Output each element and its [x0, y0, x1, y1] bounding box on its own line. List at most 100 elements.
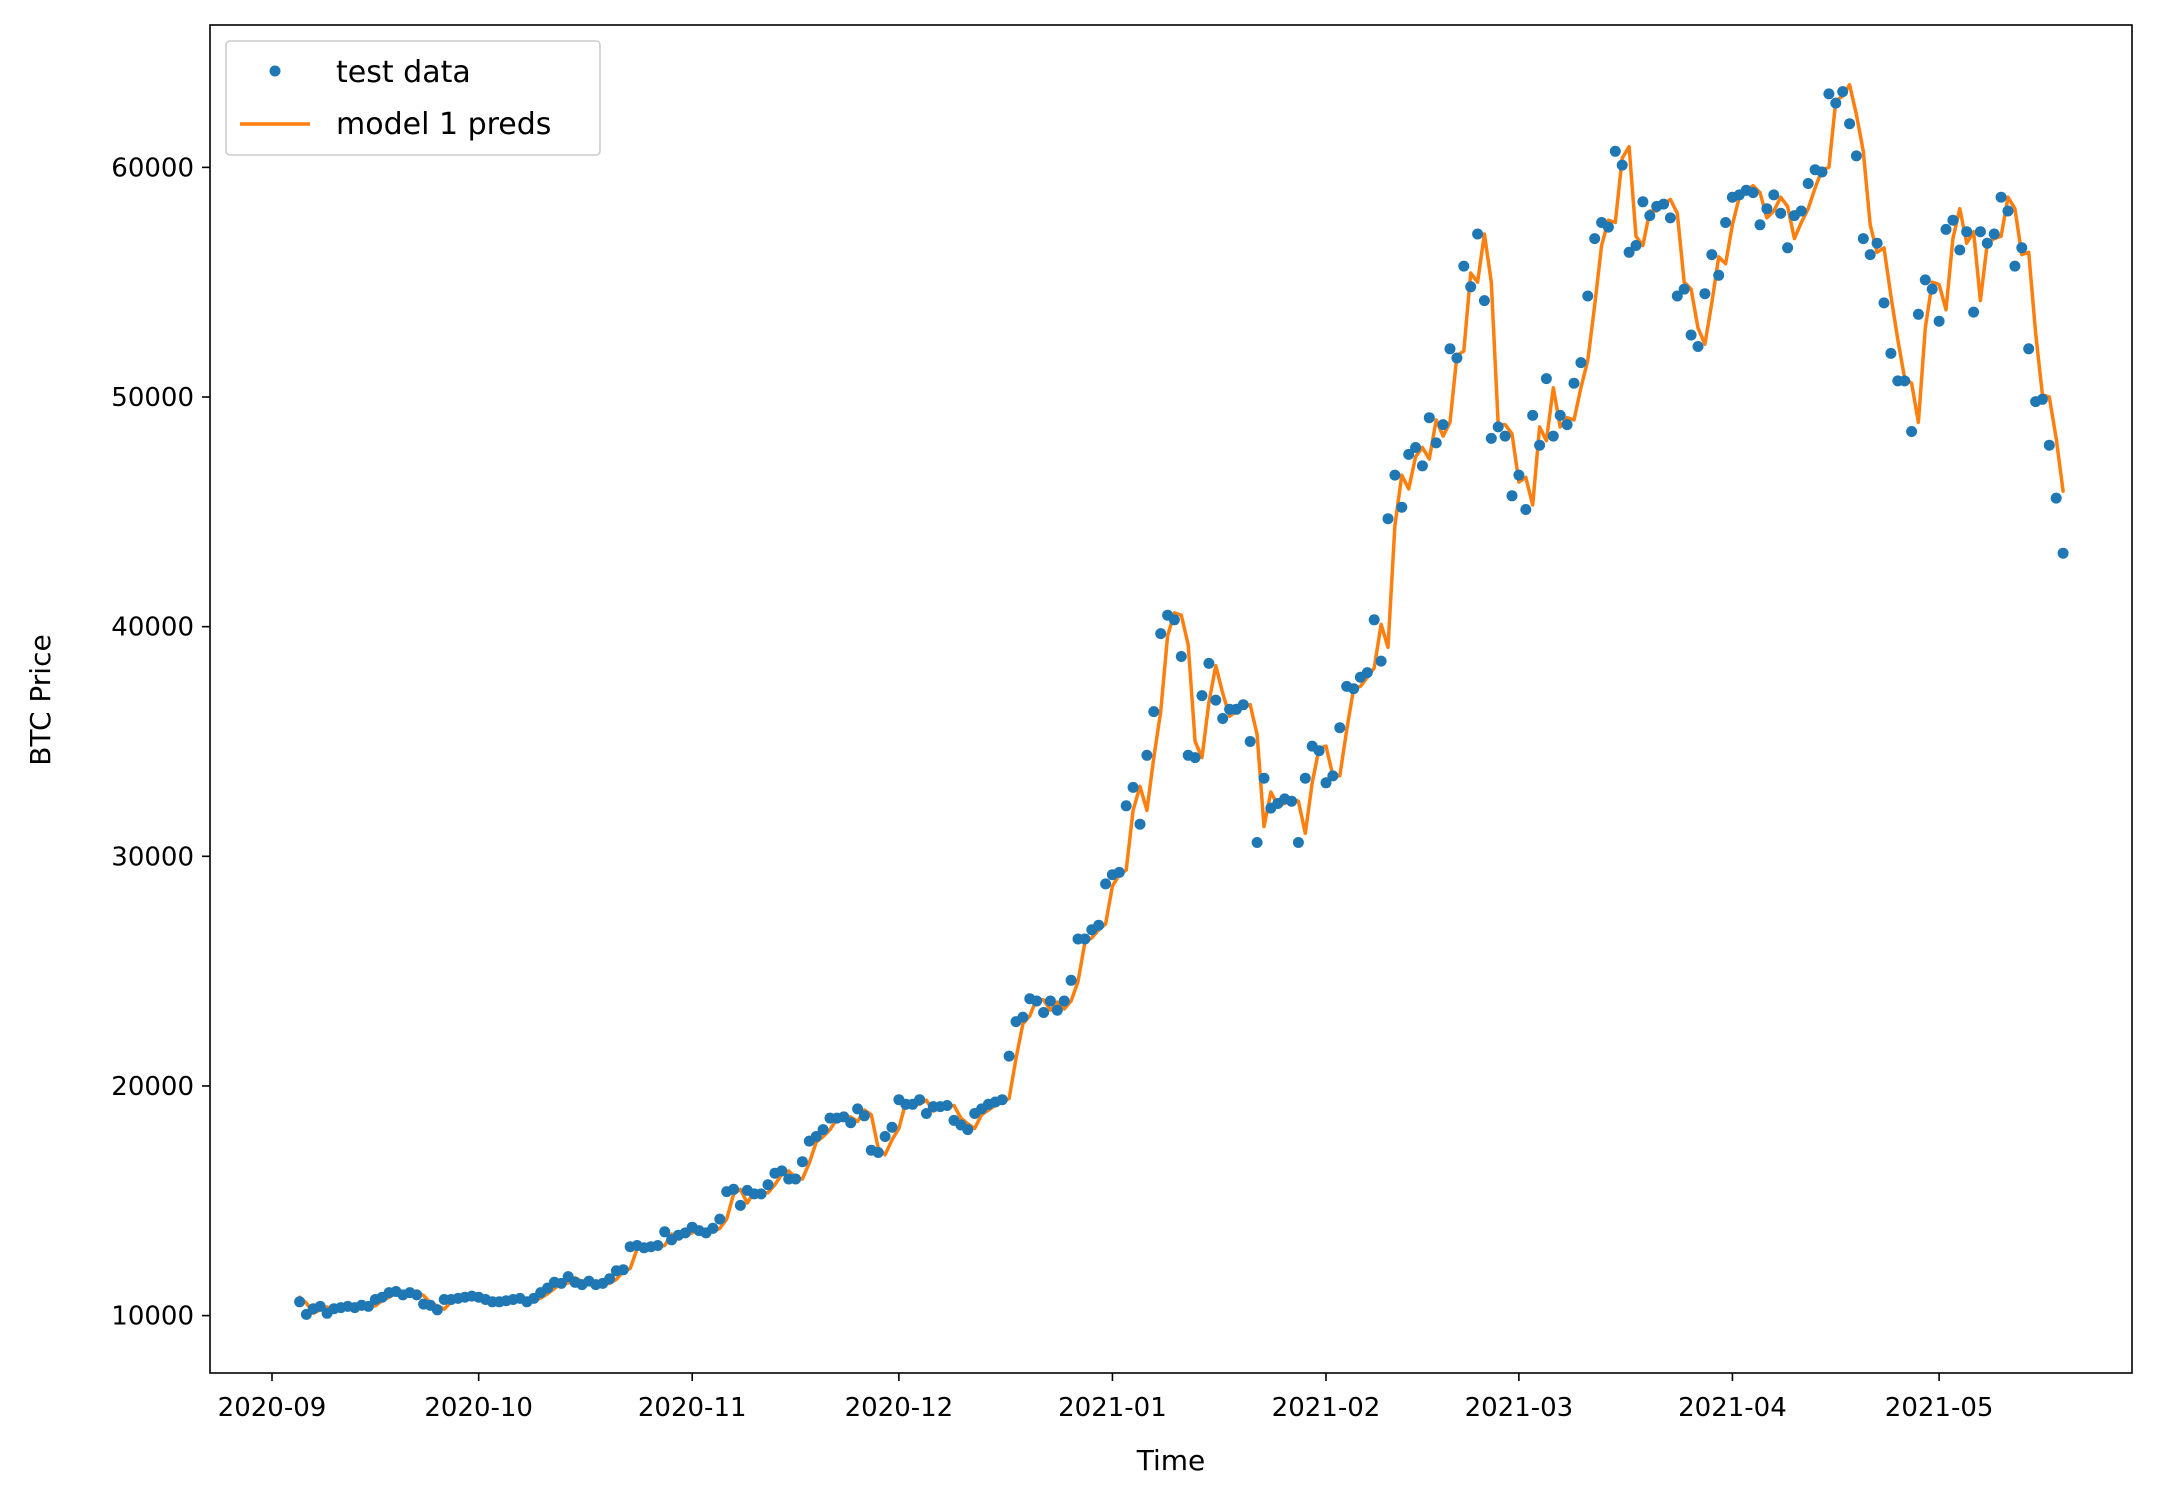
- data-point: [1850, 150, 1862, 162]
- data-point: [1444, 343, 1456, 355]
- data-point: [1568, 377, 1580, 389]
- data-point: [941, 1100, 953, 1111]
- x-axis-title: Time: [1136, 1444, 1206, 1477]
- data-point: [555, 1277, 567, 1289]
- data-point: [1472, 228, 1484, 240]
- x-tick-label: 2021-05: [1885, 1393, 1994, 1423]
- data-point: [1988, 228, 2000, 240]
- data-point: [659, 1226, 671, 1238]
- data-point: [2009, 260, 2021, 272]
- x-tick-label: 2021-02: [1272, 1393, 1381, 1423]
- data-point: [1382, 513, 1394, 525]
- data-point: [1995, 191, 2007, 203]
- data-point: [1513, 469, 1525, 481]
- data-point: [1292, 837, 1304, 848]
- data-point: [1375, 655, 1387, 667]
- y-axis-title: BTC Price: [24, 634, 57, 765]
- data-point: [1912, 308, 1924, 320]
- data-point: [1458, 260, 1470, 272]
- legend: test data model 1 preds: [225, 40, 601, 156]
- data-point: [1630, 240, 1642, 251]
- data-point: [1720, 217, 1732, 228]
- data-point: [1368, 614, 1380, 626]
- data-point: [1210, 694, 1222, 706]
- data-point: [817, 1124, 829, 1136]
- data-point: [1079, 933, 1091, 945]
- data-point: [1437, 419, 1449, 431]
- data-point: [755, 1188, 767, 1200]
- data-point: [1602, 221, 1614, 233]
- data-point: [734, 1199, 746, 1211]
- data-point: [1768, 189, 1780, 201]
- data-point: [1451, 352, 1463, 364]
- y-tick-label: 50000: [111, 383, 194, 413]
- data-point: [1644, 210, 1656, 222]
- data-point: [2036, 393, 2048, 405]
- data-point: [1175, 651, 1187, 662]
- data-point: [1775, 207, 1787, 219]
- data-point: [920, 1108, 932, 1119]
- data-point: [604, 1273, 616, 1285]
- data-point: [1100, 878, 1112, 890]
- data-point: [1685, 329, 1697, 341]
- data-point: [1713, 269, 1725, 281]
- data-point: [1038, 1007, 1050, 1018]
- data-point: [1830, 97, 1842, 109]
- data-point: [1699, 288, 1711, 300]
- data-point: [2002, 205, 2014, 217]
- data-point: [1637, 196, 1649, 208]
- data-point: [617, 1264, 629, 1276]
- y-tick-label: 30000: [111, 842, 194, 872]
- data-point: [1878, 297, 1890, 309]
- data-point: [1251, 837, 1263, 848]
- data-point: [1410, 442, 1422, 453]
- data-point: [962, 1124, 974, 1136]
- x-tick-label: 2021-04: [1678, 1393, 1787, 1423]
- data-point: [1981, 237, 1993, 249]
- data-point: [1906, 426, 1918, 437]
- data-point: [790, 1173, 802, 1185]
- data-point: [1857, 233, 1869, 245]
- data-point: [872, 1147, 884, 1158]
- x-tick-label: 2020-09: [218, 1393, 327, 1423]
- x-tick-label: 2020-11: [638, 1393, 747, 1423]
- data-point: [1031, 995, 1043, 1007]
- legend-label-model-1-preds: model 1 preds: [336, 107, 551, 142]
- data-point: [1527, 409, 1539, 421]
- data-point: [1871, 237, 1883, 249]
- data-point: [1299, 772, 1311, 784]
- legend-label-test-data: test data: [336, 55, 471, 90]
- data-point: [1816, 166, 1828, 178]
- data-point: [1554, 409, 1566, 421]
- y-tick-label: 60000: [111, 153, 194, 183]
- data-point: [1947, 214, 1959, 226]
- series-test-data: [294, 86, 2069, 1320]
- data-point: [1313, 745, 1325, 757]
- data-point: [1761, 203, 1773, 215]
- data-point: [1134, 818, 1146, 830]
- y-tick-label: 40000: [111, 613, 194, 643]
- data-point: [1899, 375, 1911, 387]
- data-point: [886, 1121, 898, 1133]
- data-point: [1837, 86, 1849, 98]
- data-point: [1782, 242, 1794, 254]
- data-point: [1534, 439, 1546, 451]
- data-point: [879, 1131, 891, 1142]
- y-tick-label: 10000: [111, 1302, 194, 1332]
- data-point: [1664, 212, 1676, 224]
- data-point: [1623, 246, 1635, 258]
- data-point: [1582, 290, 1594, 302]
- data-point: [845, 1117, 857, 1129]
- data-point: [1478, 295, 1490, 307]
- data-point: [1203, 657, 1215, 669]
- data-point: [1430, 437, 1442, 449]
- data-point: [1389, 469, 1401, 481]
- data-point: [1017, 1011, 1029, 1023]
- data-point: [1492, 421, 1504, 433]
- data-point: [1120, 800, 1132, 812]
- legend-marker-test-data: [269, 65, 281, 77]
- data-point: [1968, 306, 1980, 318]
- data-point: [2050, 492, 2062, 504]
- data-point: [1864, 249, 1876, 261]
